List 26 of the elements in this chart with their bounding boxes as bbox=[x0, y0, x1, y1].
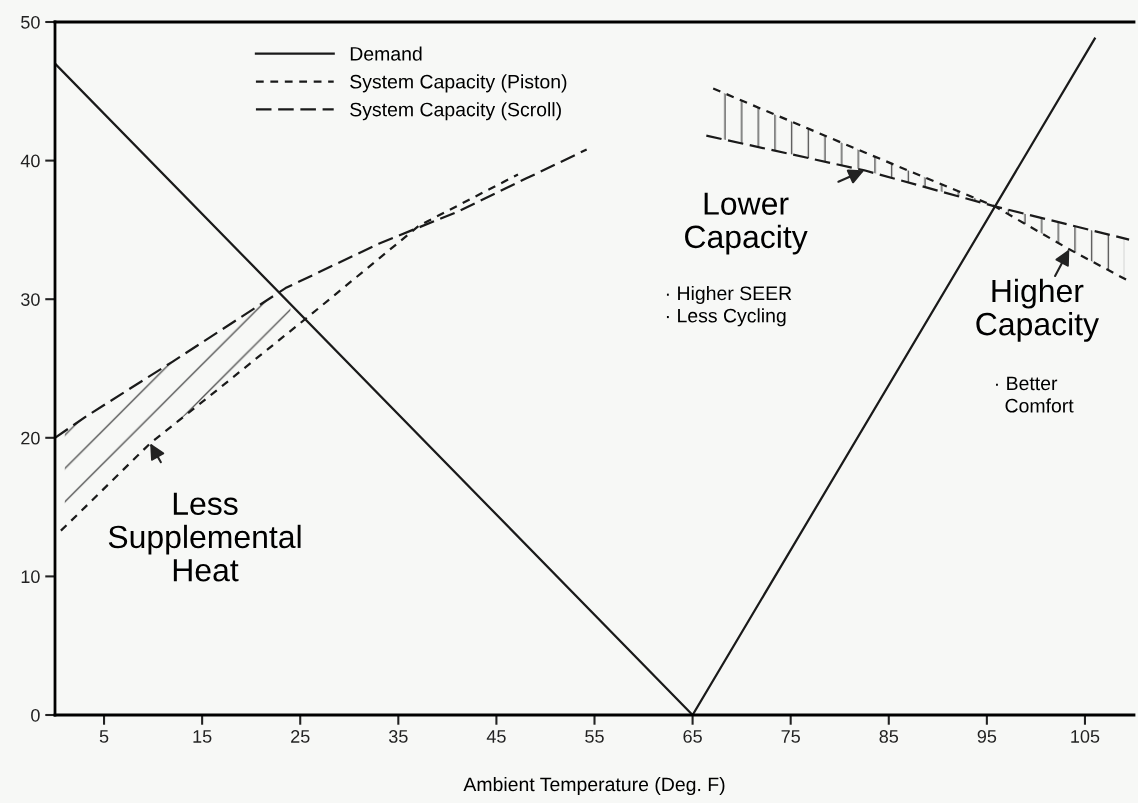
y-tick-label: 10 bbox=[21, 570, 40, 584]
x-tick-label: 35 bbox=[388, 730, 408, 743]
x-tick-label: 65 bbox=[683, 730, 702, 743]
y-tick-label: 0 bbox=[31, 708, 40, 722]
x-tick-label: 75 bbox=[781, 730, 800, 743]
annotation: Higher Capacity bbox=[976, 278, 1099, 342]
x-tick-label: 55 bbox=[585, 730, 604, 743]
x-tick-label: 85 bbox=[879, 730, 899, 743]
annotation: · Higher SEER · Less Cycling bbox=[666, 285, 792, 327]
legend-label: System Capacity (Piston) bbox=[350, 74, 567, 93]
y-tick-label: 40 bbox=[20, 154, 40, 168]
y-tick-label: 50 bbox=[21, 15, 40, 29]
x-tick-label: 15 bbox=[193, 730, 212, 743]
x-tick-label: 95 bbox=[977, 730, 997, 743]
x-tick-label: 25 bbox=[291, 730, 310, 743]
annotation: Less Supplemental Heat bbox=[108, 492, 301, 582]
x-tick-label: 105 bbox=[1071, 730, 1100, 743]
y-tick-label: 30 bbox=[21, 293, 40, 306]
legend-label: System Capacity (Scroll) bbox=[350, 102, 561, 121]
legend-label: Demand bbox=[350, 46, 422, 61]
annotation: Lower Capacity bbox=[685, 192, 808, 255]
y-tick-label: 20 bbox=[21, 431, 40, 445]
x-tick-label: 45 bbox=[486, 730, 506, 743]
annotation: · Better Comfort bbox=[996, 376, 1074, 413]
x-axis-title: Ambient Temperature (Deg. F) bbox=[463, 776, 725, 796]
x-tick-label: 5 bbox=[99, 730, 109, 743]
